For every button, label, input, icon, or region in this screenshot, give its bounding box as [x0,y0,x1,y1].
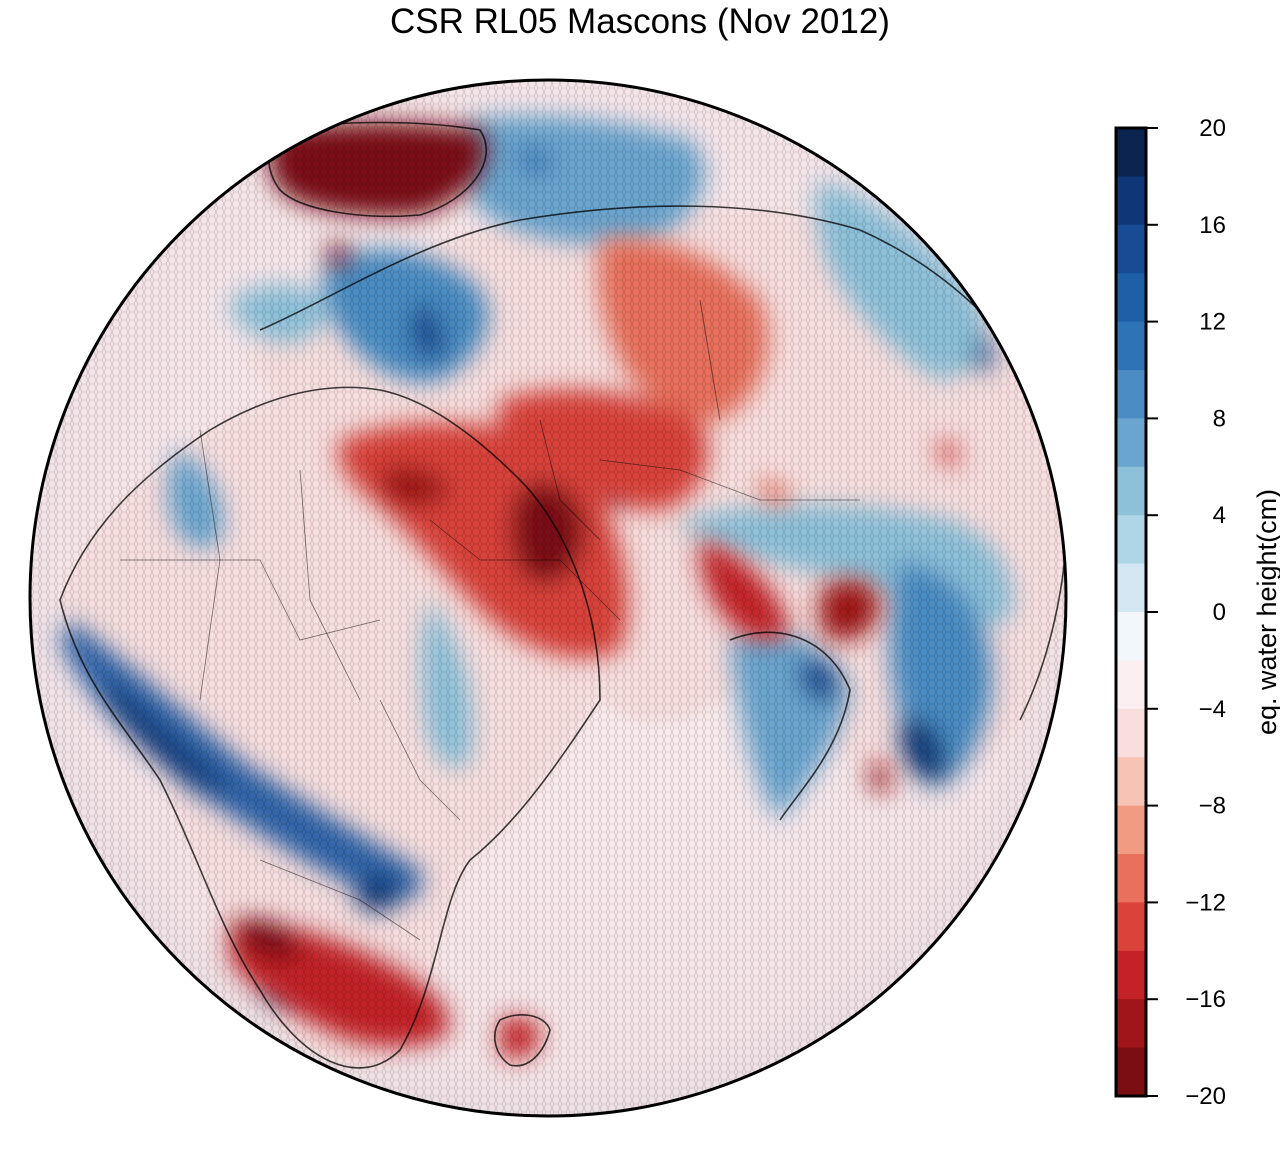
colorbar-tick-label: 4 [1213,502,1226,529]
colorbar-segment [1116,563,1146,613]
colorbar-segment [1116,660,1146,710]
colorbar-segment [1116,466,1146,516]
colorbar-segment [1116,1047,1146,1097]
colorbar-tick-label: −16 [1185,986,1226,1013]
colorbar-tick-label: 8 [1213,405,1226,432]
colorbar-segment [1116,999,1146,1049]
colorbar-segment [1116,612,1146,661]
colorbar-segment [1116,950,1146,1000]
colorbar-segment [1116,902,1146,952]
globe-outline [28,78,1068,1118]
colorbar-segment [1116,854,1146,903]
colorbar-segment [1116,708,1146,758]
colorbar-label: eq. water height(cm) [1252,489,1280,735]
colorbar-segment [1116,515,1146,565]
colorbar-tick-label: 12 [1199,309,1226,336]
colorbar-segment [1116,273,1146,323]
colorbar-segment [1116,176,1146,226]
colorbar-ticks: 20 16 12 8 4 0 −4 −8 −12 −16 −20 [1146,115,1226,1110]
colorbar-tick-label: −12 [1185,889,1226,916]
colorbar-segment [1116,805,1146,855]
colorbar-segment [1116,321,1146,371]
colorbar-segments [1116,128,1146,1097]
colorbar-tick-label: −20 [1185,1083,1226,1110]
colorbar-segment [1116,128,1146,177]
colorbar-segment [1116,757,1146,807]
colorbar-tick-label: −8 [1199,793,1226,820]
chart-title: CSR RL05 Mascons (Nov 2012) [390,2,890,41]
colorbar-tick-label: 0 [1213,599,1226,626]
colorbar-segment [1116,418,1146,468]
colorbar-tick-label: −4 [1199,696,1226,723]
colorbar-segment [1116,224,1146,274]
colorbar-tick-label: 20 [1199,115,1226,142]
colorbar-segment [1116,370,1146,419]
colorbar-tick-label: 16 [1199,212,1226,239]
